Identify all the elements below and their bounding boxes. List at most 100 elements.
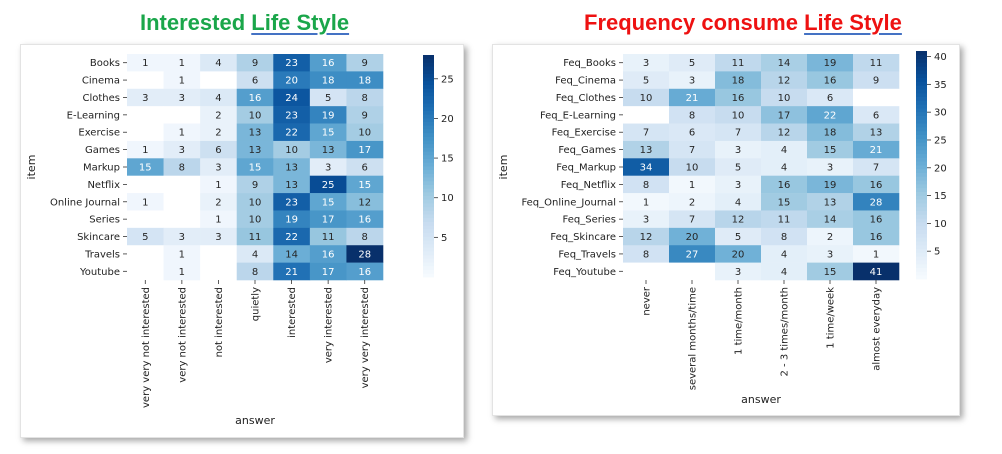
interest-cell xyxy=(236,71,274,90)
frequency-cell-label: 7 xyxy=(735,128,741,139)
interest-xlabel: answer xyxy=(235,414,275,427)
interest-cell xyxy=(200,175,238,194)
frequency-cell xyxy=(669,158,716,176)
interest-cell-label: 15 xyxy=(139,163,152,174)
frequency-colorbar-segment xyxy=(916,104,927,109)
interest-colorbar-segment xyxy=(423,106,434,111)
interest-colorbar-segment xyxy=(423,251,434,256)
interest-colorbar-segment xyxy=(423,169,434,174)
interest-cell xyxy=(273,227,311,246)
frequency-cell-label: 1 xyxy=(873,249,879,260)
interest-cell xyxy=(309,71,347,90)
interest-colorbar-segment xyxy=(423,121,434,126)
frequency-colorbar-segment xyxy=(916,229,927,234)
frequency-cell-label: 27 xyxy=(686,249,699,260)
interest-colorbar-segment xyxy=(423,262,434,267)
frequency-colorbar-segment xyxy=(916,233,927,238)
interest-colorbar-segment xyxy=(423,117,434,122)
frequency-cell xyxy=(807,71,854,90)
interest-cell xyxy=(346,210,384,229)
frequency-cell xyxy=(669,123,716,142)
interest-cell xyxy=(273,175,311,194)
interest-cell xyxy=(127,210,164,229)
frequency-cell xyxy=(853,175,900,194)
interest-cell-label: 16 xyxy=(358,267,371,278)
interest-colorbar-segment xyxy=(423,92,434,97)
interest-colorbar-label: 15 xyxy=(441,154,454,165)
interest-cell-label: 12 xyxy=(358,197,371,208)
interest-cell xyxy=(273,106,311,124)
right-title-prefix: Frequency consume xyxy=(584,10,805,35)
frequency-cell-label: 16 xyxy=(778,180,791,191)
frequency-cell-label: 21 xyxy=(870,145,883,156)
interest-cell-label: 1 xyxy=(142,58,148,69)
frequency-cell xyxy=(761,210,808,229)
interest-cell xyxy=(163,71,201,90)
frequency-colorbar-segment xyxy=(916,168,927,173)
frequency-cell-label: 16 xyxy=(870,180,883,191)
frequency-colorbar-segment xyxy=(916,176,927,181)
interest-cell xyxy=(346,158,384,176)
frequency-colorbar-segment xyxy=(916,100,927,105)
left-title-underlined: Life Style xyxy=(251,10,350,35)
frequency-colorbar-segment xyxy=(916,153,927,158)
interest-cell xyxy=(346,54,384,72)
frequency-cell-label: 11 xyxy=(778,215,791,226)
frequency-cell-label: 3 xyxy=(643,58,649,69)
interest-column-label: quietly xyxy=(251,287,262,321)
interest-cell xyxy=(236,158,274,176)
interest-cell-label: 2 xyxy=(215,128,221,139)
interest-cell xyxy=(309,88,347,107)
interest-cell-label: 24 xyxy=(285,93,298,104)
frequency-row-label: Feq_Skincare xyxy=(550,232,616,243)
frequency-colorbar-segment xyxy=(916,54,927,59)
frequency-cell xyxy=(807,175,854,194)
interest-colorbar-segment xyxy=(423,180,434,185)
frequency-cell xyxy=(853,106,900,124)
interest-cell-label: 1 xyxy=(215,215,221,226)
interest-cell xyxy=(127,262,164,281)
interest-colorbar-segment xyxy=(423,225,434,230)
interest-colorbar-segment xyxy=(423,151,434,156)
frequency-cell-label: 11 xyxy=(732,58,745,69)
frequency-cell-label: 41 xyxy=(870,267,883,278)
frequency-cell-label: 12 xyxy=(640,232,653,243)
interest-cell xyxy=(273,210,311,229)
frequency-xlabel: answer xyxy=(741,393,781,406)
interest-cell-label: 3 xyxy=(215,232,221,243)
frequency-colorbar-label: 20 xyxy=(934,163,947,174)
frequency-cell xyxy=(853,262,900,281)
interest-cell xyxy=(236,106,274,124)
interest-column-label: very not interested xyxy=(177,287,188,383)
interest-cell-label: 1 xyxy=(179,128,185,139)
frequency-colorbar-segment xyxy=(916,199,927,204)
interest-cell-label: 16 xyxy=(322,58,335,69)
interest-cell xyxy=(273,193,311,211)
interest-cell xyxy=(273,140,311,159)
interest-cell xyxy=(127,71,164,90)
interest-colorbar-segment xyxy=(423,173,434,178)
frequency-row-label: Feq_Markup xyxy=(556,163,616,174)
frequency-cell xyxy=(715,88,762,107)
interest-cell-label: 22 xyxy=(285,128,298,139)
frequency-cell xyxy=(669,175,716,194)
interest-cell-label: 10 xyxy=(249,197,262,208)
frequency-cell xyxy=(807,262,854,281)
frequency-cell xyxy=(853,193,900,211)
frequency-cell xyxy=(669,140,716,159)
interest-cell xyxy=(309,245,347,263)
interest-cell xyxy=(200,158,238,176)
frequency-cell-label: 3 xyxy=(735,145,741,156)
frequency-colorbar-label: 25 xyxy=(934,135,947,146)
frequency-cell-label: 11 xyxy=(870,58,883,69)
frequency-cell xyxy=(623,245,670,263)
frequency-colorbar-segment xyxy=(916,73,927,78)
interest-cell-label: 5 xyxy=(325,93,331,104)
interest-cell xyxy=(236,245,274,263)
interest-cell-label: 16 xyxy=(322,249,335,260)
interest-cell xyxy=(163,140,201,159)
frequency-cell xyxy=(623,158,670,176)
frequency-colorbar-segment xyxy=(916,115,927,120)
interest-colorbar-segment xyxy=(423,140,434,145)
interest-cell-label: 4 xyxy=(252,249,258,260)
